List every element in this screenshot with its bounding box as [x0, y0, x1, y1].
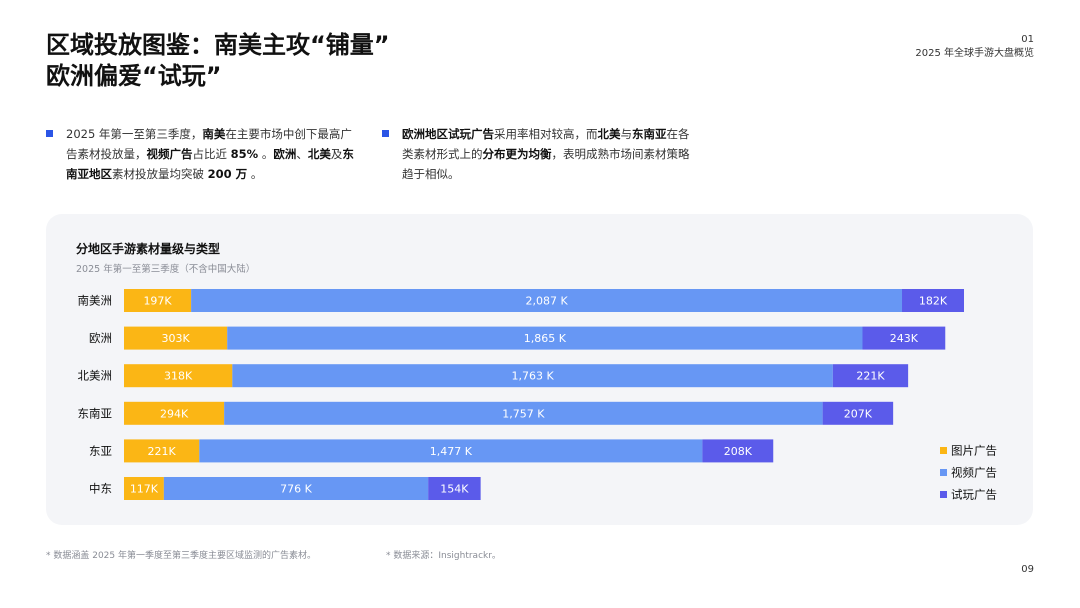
finding-segment: 2025 年第一至第三季度，	[66, 127, 203, 141]
finding-segment: 及	[330, 147, 343, 161]
page-meta: 01 2025 年全球手游大盘概览	[915, 33, 1034, 61]
data-label: 182K	[919, 295, 948, 308]
bar-segment	[832, 364, 909, 388]
bar-segment	[702, 439, 774, 463]
data-label: 294K	[160, 407, 189, 420]
bar-segment	[124, 439, 200, 463]
section-number: 01	[1021, 34, 1034, 45]
finding-segment: 分布更为均衡	[482, 147, 552, 161]
category-label: 欧洲	[89, 331, 112, 345]
finding-segment: 85%	[230, 147, 259, 161]
footnote-scope: * 数据涵盖 2025 年第一季度至第三季度主要区域监测的广告素材。	[46, 551, 316, 561]
bar-segment	[224, 401, 823, 425]
bar-segment	[199, 439, 703, 463]
data-label: 197K	[143, 295, 172, 308]
finding-segment: 欧洲	[273, 147, 297, 161]
data-label: 154K	[440, 483, 469, 496]
data-label: 1,757 K	[502, 407, 545, 420]
bar-segment	[124, 477, 164, 500]
legend-swatch	[940, 447, 947, 454]
finding-text: 2025 年第一至第三季度，南美在主要市场中创下最高广告素材投放量，视频广告占比…	[66, 124, 356, 184]
bullet-square-icon	[46, 130, 53, 137]
category-label: 东南亚	[78, 406, 113, 420]
data-label: 221K	[148, 445, 177, 458]
chart-title: 分地区手游素材量级与类型	[76, 242, 221, 256]
footnote-source: * 数据来源：Insightrackr。	[386, 551, 501, 561]
key-findings: 2025 年第一至第三季度，南美在主要市场中创下最高广告素材投放量，视频广告占比…	[46, 124, 746, 194]
chart-subtitle: 2025 年第一至第三季度（不含中国大陆）	[76, 264, 256, 275]
title-line-1: 区域投放图鉴：南美主攻“铺量”	[46, 31, 390, 59]
chart-panel: 分地区手游素材量级与类型 2025 年第一至第三季度（不含中国大陆） 南美洲 19…	[46, 214, 1033, 525]
finding-segment: 东南亚地区	[66, 147, 354, 181]
bar-segment	[428, 477, 481, 500]
bar-segment	[124, 289, 192, 312]
bar-segment	[232, 364, 833, 388]
bar-segment	[163, 477, 429, 500]
bar-segment	[124, 401, 225, 425]
title-line-2: 欧洲偏爱“试玩”	[46, 62, 222, 90]
finding-segment: 素材投放量均突破	[112, 167, 208, 181]
bar-segment	[124, 364, 233, 388]
legend-label: 视频广告	[951, 466, 997, 480]
category-label: 南美洲	[78, 294, 113, 308]
legend-label: 图片广告	[951, 444, 997, 458]
finding-text: 欧洲地区试玩广告采用率相对较高，而北美与东南亚在各类素材形式上的分布更为均衡，表…	[402, 124, 692, 184]
category-label: 北美洲	[78, 369, 113, 383]
data-label: 1,477 K	[430, 445, 473, 458]
finding-segment: 北美	[597, 127, 621, 141]
bar-segment	[902, 289, 964, 312]
finding-segment: 、	[296, 147, 308, 161]
finding-segment: 200 万	[207, 167, 248, 181]
finding-segment: ，表明成熟市场间素材策略趋于相似。	[402, 147, 690, 181]
finding-europe-playable: 欧洲地区试玩广告采用率相对较高，而北美与东南亚在各类素材形式上的分布更为均衡，表…	[382, 124, 692, 184]
bar-segment	[124, 326, 228, 350]
legend-swatch	[940, 469, 947, 476]
data-label: 776 K	[280, 483, 312, 496]
bar-segment	[227, 326, 863, 350]
finding-segment: 。	[258, 147, 274, 161]
finding-segment: 与	[620, 127, 633, 141]
finding-segment: 南美	[202, 127, 226, 141]
data-label: 303K	[161, 332, 190, 345]
finding-south-america: 2025 年第一至第三季度，南美在主要市场中创下最高广告素材投放量，视频广告占比…	[46, 124, 356, 184]
data-label: 117K	[130, 483, 159, 496]
data-label: 243K	[890, 332, 919, 345]
stacked-bar-chart: 南美洲 197K 2,087 K 182K 欧洲 303K 1,865 K 243K 北美洲 31…	[78, 289, 997, 502]
data-label: 208K	[724, 445, 753, 458]
finding-segment: 北美	[307, 147, 331, 161]
finding-segment: 在各类素材形式上的	[402, 127, 690, 161]
data-label: 221K	[856, 370, 885, 383]
report-name: 2025 年全球手游大盘概览	[915, 48, 1034, 59]
bar-segment	[191, 289, 903, 312]
category-label: 中东	[89, 482, 112, 496]
finding-segment: 采用率相对较高，而	[494, 127, 598, 141]
finding-segment: 东南亚	[632, 127, 667, 141]
bar-segment	[822, 401, 894, 425]
page-number: 09	[1021, 564, 1034, 575]
data-label: 1,763 K	[511, 370, 554, 383]
finding-segment: 视频广告	[146, 147, 193, 161]
data-label: 1,865 K	[524, 332, 567, 345]
data-label: 2,087 K	[525, 295, 568, 308]
bullet-square-icon	[382, 130, 389, 137]
finding-segment: 在主要市场中创下最高广告素材投放量，	[66, 127, 352, 161]
legend-swatch	[940, 491, 947, 498]
bar-segment	[862, 326, 946, 350]
data-label: 207K	[844, 407, 873, 420]
page-title: 区域投放图鉴：南美主攻“铺量” 欧洲偏爱“试玩”	[46, 30, 390, 92]
data-label: 318K	[164, 370, 193, 383]
category-label: 东亚	[89, 444, 112, 458]
finding-segment: 。	[247, 167, 263, 181]
legend-label: 试玩广告	[951, 488, 997, 502]
finding-segment: 占比近	[192, 147, 231, 161]
finding-segment: 欧洲地区试玩广告	[402, 127, 494, 141]
